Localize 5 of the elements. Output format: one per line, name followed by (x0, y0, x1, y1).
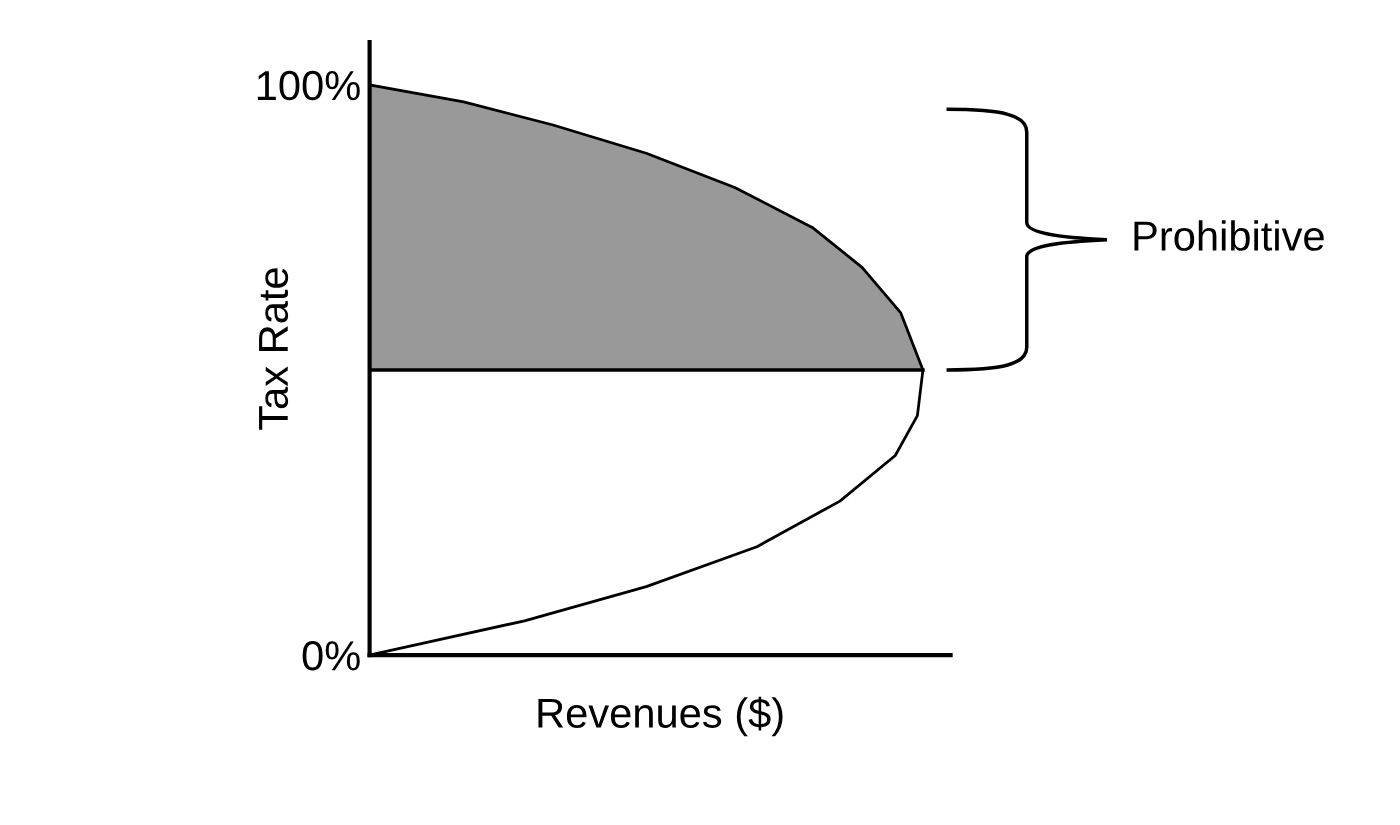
y-axis-title: Tax Rate (259, 268, 289, 430)
y-tick-label: 100% (257, 70, 360, 101)
text: Prohibitive (1134, 220, 1324, 251)
y-tick-label: 0% (302, 641, 360, 671)
x-axis-title: Revenues ($) (538, 696, 783, 737)
